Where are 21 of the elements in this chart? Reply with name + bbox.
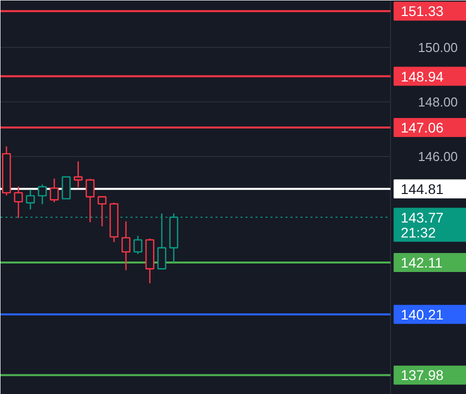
ref-line-label: 143.77 21:32 [400, 209, 444, 240]
candlestick [50, 178, 59, 203]
y-tick-label: 150.00 [418, 40, 458, 55]
candlestick [14, 186, 23, 219]
candlestick [74, 160, 83, 188]
y-tick-label: 146.00 [418, 148, 458, 164]
candlestick [98, 196, 107, 227]
ref-line-label: 144.81 [400, 180, 444, 197]
ref-line-label: 148.94 [400, 68, 444, 84]
ref-line-label: 140.21 [400, 306, 444, 322]
y-tick-label: 148.00 [418, 94, 458, 110]
ref-line-label: 151.33 [400, 3, 444, 20]
candlestick [133, 235, 142, 255]
candlestick [26, 189, 35, 210]
candlestick [38, 184, 47, 205]
ref-line-label: 137.98 [400, 367, 444, 384]
candlestick [121, 220, 130, 271]
candlestick [62, 176, 71, 200]
ref-line-label: 147.06 [400, 120, 444, 136]
ref-line-label: 142.11 [400, 254, 443, 271]
candlestick [86, 178, 95, 223]
